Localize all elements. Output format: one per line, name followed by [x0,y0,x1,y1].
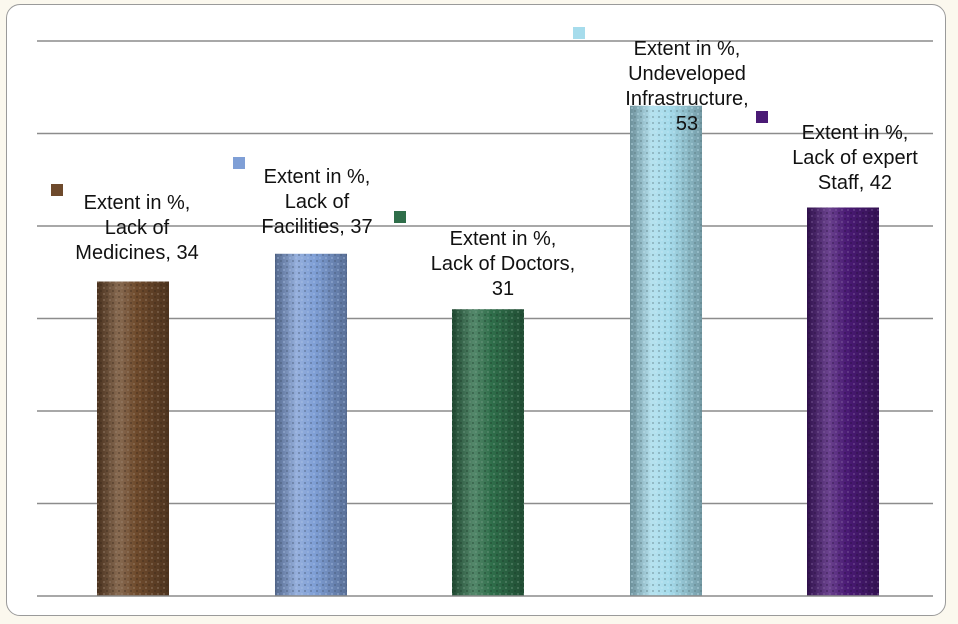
data-labels: Extent in %, Lack of Medicines, 34 Extent i… [51,27,918,300]
data-label-undeveloped-infrastructure: Extent in %, Undeveloped Infrastructure, 53 [625,38,748,135]
bar-undeveloped-infrastructure [630,105,702,596]
data-label-lack-of-facilities: Extent in %, Lack of Facilities, 37 [261,166,372,238]
bars [97,105,879,596]
bar-chart: Extent in %, Lack of Medicines, 34 Extent i… [37,27,933,597]
data-label-lack-of-expert-staff: Extent in %, Lack of expert Staff, 42 [792,122,918,194]
legend-key-lack-of-doctors [394,211,406,223]
legend-key-undeveloped-infrastructure [573,27,585,39]
bar-lack-of-facilities [275,253,347,596]
chart-frame: Extent in %, Lack of Medicines, 34 Extent i… [6,4,946,616]
legend-key-lack-of-facilities [233,157,245,169]
legend-key-lack-of-medicines [51,184,63,196]
legend-key-lack-of-expert-staff [756,111,768,123]
data-label-lack-of-medicines: Extent in %, Lack of Medicines, 34 [75,192,198,264]
bar-lack-of-doctors [452,309,524,596]
bar-lack-of-expert-staff [807,207,879,596]
bar-lack-of-medicines [97,281,169,596]
data-label-lack-of-doctors: Extent in %, Lack of Doctors, 31 [431,228,576,300]
